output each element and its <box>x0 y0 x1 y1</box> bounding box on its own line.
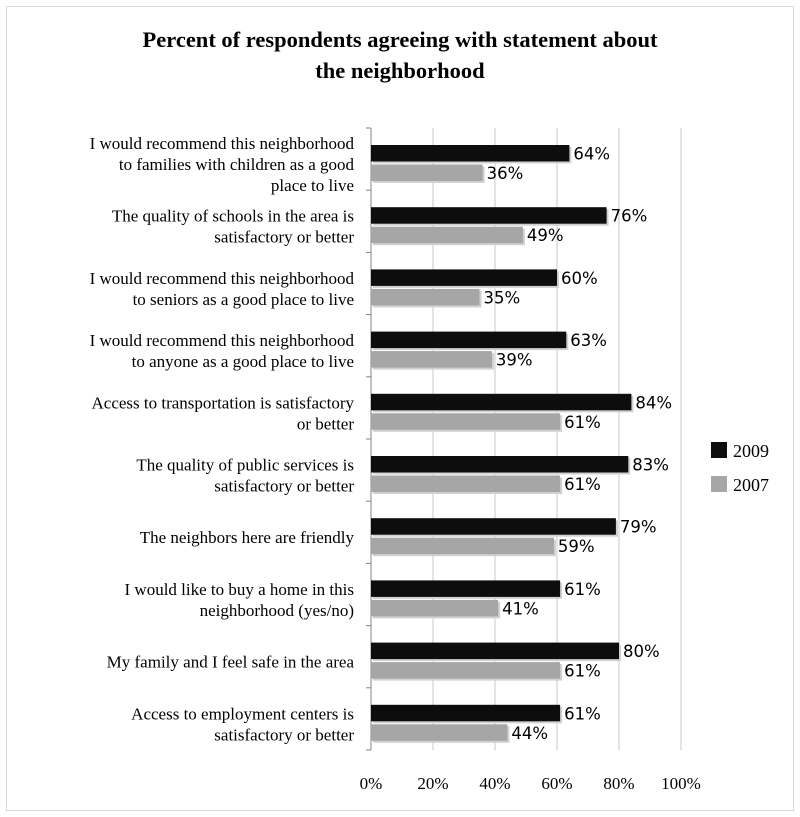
category-label-line: satisfactory or better <box>214 725 354 744</box>
category-label-line: neighborhood (yes/no) <box>200 601 354 620</box>
bar-2007 <box>371 164 483 181</box>
category-label-line: The quality of schools in the area is <box>112 207 354 226</box>
x-tick-label: 40% <box>479 774 510 793</box>
category-label-line: to families with children as a good <box>119 155 355 174</box>
value-label: 84% <box>635 393 672 412</box>
category-label: Access to employment centers is satisfact… <box>131 704 354 744</box>
chart-title: Percent of respondents agreeing with sta… <box>0 24 800 86</box>
legend-label-2007: 2007 <box>733 475 769 495</box>
value-label: 36% <box>487 164 524 183</box>
bar-2007 <box>371 475 561 492</box>
x-tick-label: 20% <box>417 774 448 793</box>
category-label: Access to transportation is satisfactory… <box>92 393 355 433</box>
value-label: 39% <box>496 351 533 370</box>
category-label-line: Access to transportation is satisfactory <box>92 393 355 412</box>
value-label: 61% <box>564 475 601 494</box>
category-label: The quality of public services is satisfa… <box>136 456 354 496</box>
category-label: The quality of schools in the area is sat… <box>112 207 355 247</box>
value-label: 79% <box>620 518 657 537</box>
legend: 2009 2007 <box>711 441 769 495</box>
category-label-line: to seniors as a good place to live <box>133 290 354 309</box>
bar-2009 <box>371 393 632 411</box>
category-labels: I would recommend this neighborhood to fa… <box>90 134 355 744</box>
category-label-line: I would like to buy a home in this <box>125 580 354 599</box>
bar-2007 <box>371 226 523 244</box>
value-label: 41% <box>502 599 539 618</box>
category-label-line: The neighbors here are friendly <box>140 528 355 547</box>
value-label: 49% <box>527 226 564 245</box>
bar-2009 <box>371 518 616 535</box>
category-label-line: satisfactory or better <box>214 477 354 496</box>
category-label: I would like to buy a home in this neighb… <box>125 580 354 620</box>
category-label: The neighbors here are friendly <box>140 528 355 547</box>
category-label-line: My family and I feel safe in the area <box>107 653 355 672</box>
legend-swatch-2009 <box>711 442 727 458</box>
legend-swatch-2007 <box>711 476 727 492</box>
value-label: 63% <box>570 331 607 350</box>
bar-2009 <box>371 207 607 224</box>
value-label: 60% <box>561 269 598 288</box>
x-tick-label: 100% <box>661 774 701 793</box>
bar-2007 <box>371 662 561 679</box>
bar-2007 <box>371 288 480 306</box>
category-label-line: to anyone as a good place to live <box>132 352 354 371</box>
bar-2009 <box>371 456 629 473</box>
bar-2007 <box>371 599 499 617</box>
bar-2007 <box>371 351 492 368</box>
chart-title-line-1: Percent of respondents agreeing with sta… <box>142 27 658 52</box>
bar-2009 <box>371 642 619 660</box>
bar-2009 <box>371 580 561 597</box>
category-label-line: The quality of public services is <box>136 456 354 475</box>
category-label-line: Access to employment centers is <box>131 704 354 723</box>
x-tick-label: 60% <box>541 774 572 793</box>
category-label: I would recommend this neighborhood to se… <box>90 269 355 309</box>
bar-2009 <box>371 704 561 722</box>
bar-2007 <box>371 413 561 430</box>
chart-title-line-2: the neighborhood <box>315 58 485 83</box>
value-label: 80% <box>623 642 660 661</box>
x-tick-label: 0% <box>360 774 383 793</box>
value-label: 61% <box>564 662 601 681</box>
bar-2007 <box>371 724 508 741</box>
value-label: 44% <box>511 724 548 743</box>
bar-2009 <box>371 269 557 286</box>
category-label-line: I would recommend this neighborhood <box>90 134 355 153</box>
category-label-line: I would recommend this neighborhood <box>90 269 355 288</box>
bar-2009 <box>371 331 567 349</box>
value-label: 35% <box>484 288 521 307</box>
bar-2007 <box>371 537 554 555</box>
legend-label-2009: 2009 <box>733 441 769 461</box>
value-label: 61% <box>564 704 601 723</box>
category-label-line: or better <box>297 414 354 433</box>
x-axis-ticks: 0% 20% 40% 60% 80% 100% <box>360 774 701 793</box>
value-label: 59% <box>558 537 595 556</box>
value-label: 61% <box>564 413 601 432</box>
bar-2009 <box>371 145 570 162</box>
category-label-line: place to live <box>271 176 354 195</box>
category-label-line: satisfactory or better <box>214 228 354 247</box>
value-label: 61% <box>564 580 601 599</box>
bars: 64% 36% 76% 49% 60% 35% 63% 39% 84% 61% 83% 61% 79% 5… <box>371 145 672 743</box>
x-tick-label: 80% <box>603 774 634 793</box>
value-label: 64% <box>573 145 610 164</box>
category-label: I would recommend this neighborhood to fa… <box>90 134 355 195</box>
value-label: 76% <box>611 207 648 226</box>
category-label: I would recommend this neighborhood to an… <box>90 331 355 371</box>
category-label: My family and I feel safe in the area <box>107 653 355 672</box>
category-label-line: I would recommend this neighborhood <box>90 331 355 350</box>
value-label: 83% <box>632 456 669 475</box>
